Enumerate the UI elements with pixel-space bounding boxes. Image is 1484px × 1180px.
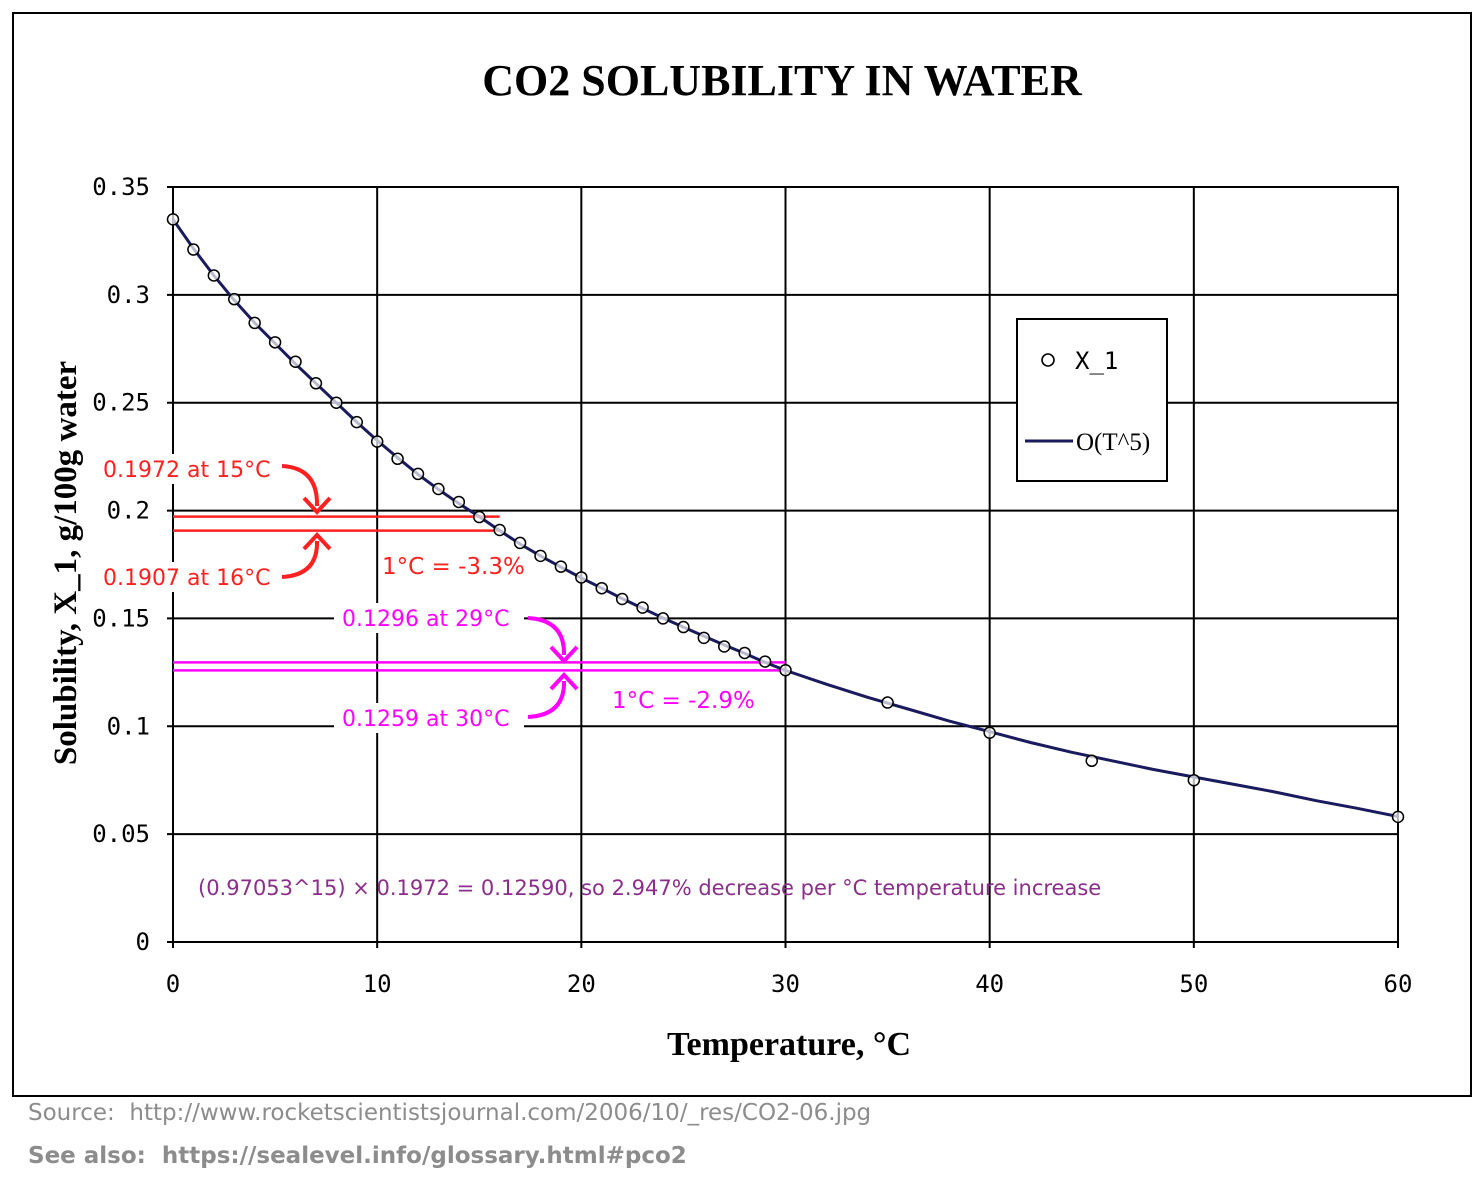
data-point (1085, 754, 1098, 768)
data-point (718, 640, 731, 653)
data-point (391, 452, 404, 466)
data-point (615, 592, 629, 606)
data-point (309, 377, 323, 390)
data-point (187, 243, 200, 256)
chart: CO2 SOLUBILITY IN WATER 0 10 20 30 40 50 60 00… (48, 56, 1413, 1063)
y-tick-label: 0.15 (92, 604, 150, 632)
magenta-arrowhead-down (549, 645, 579, 664)
data-point (473, 510, 486, 524)
annotation-formula: (0.97053^15) × 0.1972 = 0.12590, so 2.94… (198, 876, 1101, 900)
y-tick-label: 0.05 (92, 820, 150, 848)
data-point (534, 549, 547, 563)
y-tick-label: 0.1 (107, 712, 150, 740)
data-point (350, 415, 363, 429)
data-point (554, 560, 568, 573)
data-point (575, 571, 588, 584)
data-point (677, 620, 690, 634)
y-tick-label: 0 (136, 928, 150, 956)
magenta-arrow-up (527, 680, 567, 719)
x-tick-label: 0 (166, 970, 180, 998)
legend: X_1 O(T^5) (1016, 318, 1168, 482)
annotation-0.1972-at-15C: 0.1972 at 15°C (103, 458, 270, 483)
x-tick-label: 10 (363, 970, 392, 998)
data-point (268, 336, 282, 349)
data-point (1391, 810, 1405, 824)
data-point (432, 482, 445, 496)
data-point (636, 601, 649, 614)
data-point (166, 213, 180, 226)
data-point (595, 581, 608, 595)
source-text: Source: http://www.rocketscientistsjourn… (28, 1100, 872, 1126)
data-point (881, 696, 894, 709)
annotation-red-delta: 1°C = -3.3% (382, 554, 525, 580)
magenta-arrow-down (527, 616, 567, 656)
chart-title: CO2 SOLUBILITY IN WATER (482, 56, 1083, 105)
red-arrow-down (281, 464, 320, 507)
y-tick-labels: 0 0.05 0.1 0.15 0.2 0.25 0.3 0.35 (92, 173, 150, 956)
data-point (452, 495, 466, 509)
data-point (493, 523, 506, 537)
x-tick-label: 30 (771, 970, 800, 998)
data-point (758, 655, 772, 668)
annotation-0.1907-at-16C: 0.1907 at 16°C (103, 566, 270, 591)
y-tick-label: 0.2 (107, 497, 150, 525)
y-axis-label: Solubility, X_1, g/100g water (48, 361, 84, 765)
data-point (656, 612, 670, 625)
data-point (513, 536, 527, 550)
data-point (228, 292, 241, 306)
y-tick-label: 0.35 (92, 173, 150, 201)
data-point (289, 355, 302, 368)
x-tick-label: 20 (567, 970, 596, 998)
x-tick-label: 60 (1384, 970, 1413, 998)
annotation-magenta-delta: 1°C = -2.9% (612, 688, 755, 714)
data-point (697, 631, 711, 645)
data-point (330, 396, 343, 409)
data-point (207, 269, 221, 282)
y-tick-label: 0.25 (92, 389, 150, 417)
data-point (411, 467, 425, 481)
x-tick-label: 40 (975, 970, 1004, 998)
legend-label-fit: O(T^5) (1076, 429, 1150, 456)
data-point (983, 726, 996, 740)
legend-label-x1: X_1 (1075, 347, 1118, 375)
magenta-arrowhead-up (549, 672, 579, 691)
data-points (166, 213, 1405, 824)
annotation-0.1296-at-29C: 0.1296 at 29°C (342, 607, 509, 632)
x-tick-labels: 0 10 20 30 40 50 60 (166, 970, 1413, 998)
see-also-text: See also: https://sealevel.info/glossary… (28, 1143, 687, 1169)
red-arrowhead-up (302, 532, 332, 551)
red-arrowhead-down (302, 496, 332, 515)
y-tick-label: 0.3 (107, 281, 150, 309)
grid (167, 186, 1399, 948)
chart-frame (12, 12, 1472, 1097)
data-point (1187, 773, 1201, 787)
annotation-0.1259-at-30C: 0.1259 at 30°C (342, 707, 509, 732)
data-point (370, 435, 384, 448)
x-tick-label: 50 (1179, 970, 1208, 998)
data-point (248, 316, 261, 330)
legend-marker-x1 (1041, 353, 1055, 367)
x-axis-label: Temperature, °C (667, 1026, 911, 1063)
data-point (738, 646, 751, 660)
reference-lines (173, 515, 786, 672)
red-arrow-up (281, 540, 320, 579)
data-point (779, 663, 792, 677)
